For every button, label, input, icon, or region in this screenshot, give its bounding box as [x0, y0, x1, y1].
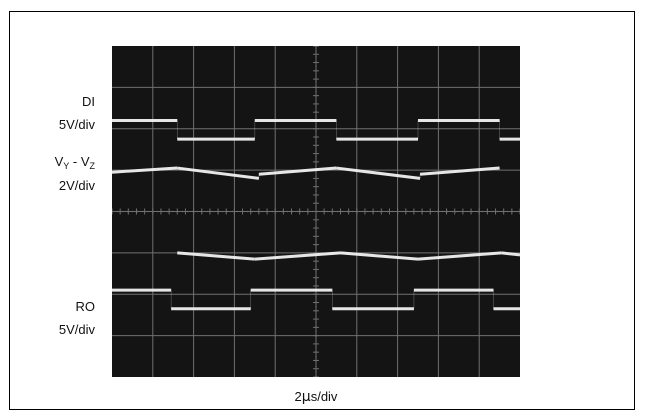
- x-axis-label: 2μs/div: [112, 389, 520, 405]
- vyz-sub2: Z: [89, 161, 96, 171]
- vyz-scale: 2V/div: [58, 178, 95, 193]
- ro-name: RO: [75, 299, 96, 314]
- vyz-label: VY - VZ: [20, 154, 95, 171]
- di-name: DI: [82, 94, 95, 109]
- di-label: DI: [40, 94, 95, 109]
- ro-scale-label: 5V/div: [40, 322, 95, 337]
- vyz-mid: - V: [69, 154, 90, 169]
- trace-neg-segment: [177, 251, 255, 261]
- oscilloscope-screen: [112, 46, 520, 377]
- x-scale-unit: s/div: [310, 389, 338, 404]
- scope-traces: [112, 118, 520, 311]
- x-scale-mu: μ: [301, 389, 311, 405]
- trace-neg-segment: [254, 251, 341, 261]
- trace-vyz-segment: [336, 166, 421, 180]
- ro-scale: 5V/div: [58, 322, 95, 337]
- vyz-main: V: [54, 154, 64, 169]
- trace-neg-segment: [417, 251, 502, 261]
- vyz-sub1: Y: [63, 161, 70, 171]
- trace-vyz-segment: [177, 166, 260, 180]
- trace-neg-segment: [340, 251, 419, 261]
- x-scale-value: 2: [294, 389, 302, 404]
- trace-vyz-segment: [258, 166, 337, 176]
- di-scale-label: 5V/div: [40, 117, 95, 132]
- trace-neg-segment: [501, 251, 520, 257]
- trace-vyz-segment: [419, 166, 500, 176]
- di-scale: 5V/div: [58, 117, 95, 132]
- trace-vyz-segment: [112, 166, 178, 174]
- ro-label: RO: [40, 299, 96, 314]
- scope-grid: [112, 46, 520, 377]
- vyz-scale-label: 2V/div: [40, 178, 95, 193]
